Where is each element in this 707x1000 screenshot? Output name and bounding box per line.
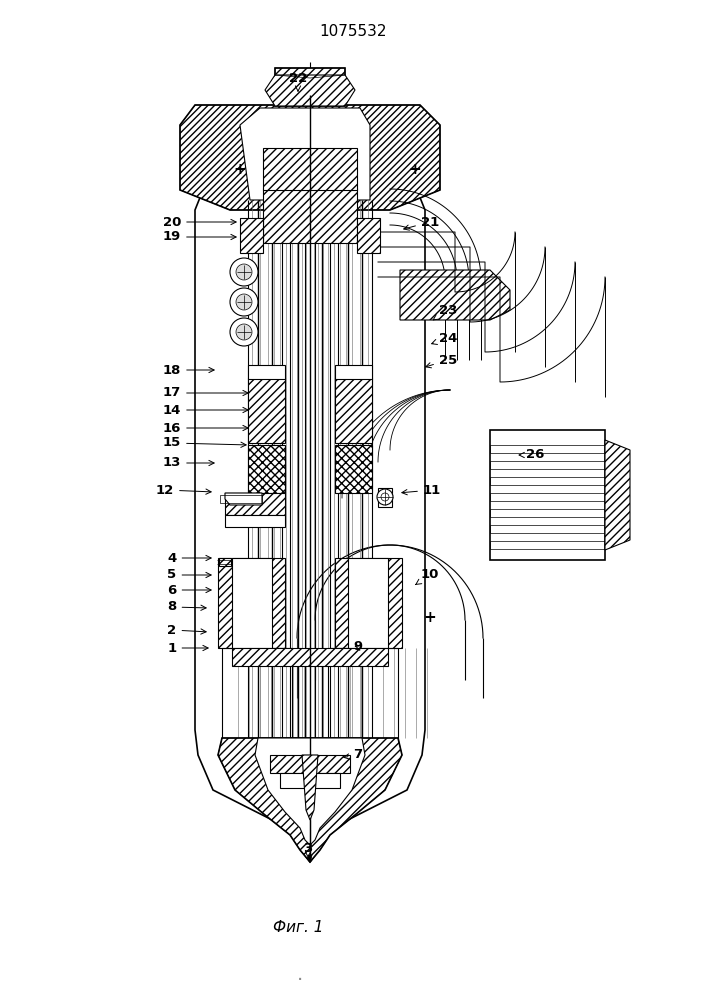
- Circle shape: [236, 294, 252, 310]
- Bar: [378, 488, 392, 507]
- Polygon shape: [240, 108, 370, 200]
- Text: 21: 21: [404, 216, 439, 230]
- Text: 14: 14: [163, 403, 248, 416]
- Bar: [335, 365, 372, 379]
- Circle shape: [381, 493, 389, 501]
- Text: 8: 8: [168, 600, 206, 613]
- Circle shape: [230, 288, 258, 316]
- Polygon shape: [218, 738, 402, 862]
- Bar: [490, 509, 605, 517]
- Text: 10: 10: [416, 568, 439, 585]
- Bar: [263, 188, 357, 243]
- Bar: [218, 558, 285, 648]
- Bar: [232, 648, 388, 666]
- Text: 19: 19: [163, 231, 236, 243]
- Bar: [232, 558, 272, 648]
- Bar: [270, 755, 350, 773]
- Circle shape: [377, 489, 393, 505]
- Text: 13: 13: [163, 456, 214, 470]
- Bar: [348, 558, 388, 648]
- Text: 15: 15: [163, 436, 246, 450]
- Text: 24: 24: [432, 332, 457, 344]
- Text: 20: 20: [163, 216, 236, 229]
- Bar: [220, 495, 262, 503]
- Bar: [357, 218, 380, 253]
- Text: 23: 23: [433, 304, 457, 320]
- Bar: [248, 378, 285, 443]
- Text: 22: 22: [289, 72, 307, 91]
- Bar: [490, 525, 605, 533]
- Bar: [248, 365, 285, 379]
- Bar: [490, 477, 605, 485]
- Polygon shape: [225, 493, 262, 505]
- Text: 18: 18: [163, 363, 214, 376]
- Bar: [248, 445, 285, 493]
- Bar: [490, 430, 605, 560]
- Text: .: .: [297, 966, 303, 984]
- Bar: [490, 445, 605, 453]
- Text: 1: 1: [168, 642, 208, 654]
- Text: 4: 4: [168, 552, 211, 564]
- Bar: [335, 558, 402, 648]
- Text: 9: 9: [354, 641, 363, 654]
- Bar: [490, 541, 605, 549]
- Polygon shape: [605, 440, 630, 550]
- Polygon shape: [180, 105, 440, 210]
- Text: 2: 2: [168, 624, 206, 637]
- Polygon shape: [400, 270, 510, 320]
- Bar: [222, 648, 292, 743]
- Text: 25: 25: [426, 354, 457, 368]
- Polygon shape: [195, 190, 425, 862]
- Bar: [219, 558, 231, 566]
- Text: 3: 3: [303, 842, 312, 857]
- Text: +: +: [423, 609, 436, 624]
- Polygon shape: [265, 75, 355, 106]
- Text: +: +: [409, 162, 421, 178]
- Bar: [490, 461, 605, 469]
- Bar: [225, 493, 285, 515]
- Bar: [335, 445, 372, 493]
- Text: 11: 11: [402, 484, 441, 496]
- Text: 5: 5: [168, 568, 211, 582]
- Circle shape: [236, 324, 252, 340]
- Text: 7: 7: [344, 748, 363, 762]
- Text: +: +: [233, 162, 246, 178]
- Text: 6: 6: [168, 584, 211, 596]
- Bar: [275, 68, 345, 106]
- Bar: [490, 493, 605, 501]
- Text: 1075532: 1075532: [320, 24, 387, 39]
- Text: Фиг. 1: Фиг. 1: [273, 920, 323, 936]
- Text: 26: 26: [519, 448, 544, 462]
- Polygon shape: [302, 755, 318, 820]
- Polygon shape: [308, 855, 312, 862]
- Circle shape: [230, 318, 258, 346]
- Bar: [280, 773, 340, 788]
- Bar: [240, 218, 263, 253]
- Circle shape: [230, 258, 258, 286]
- Text: 16: 16: [163, 422, 248, 434]
- Bar: [225, 515, 285, 527]
- Bar: [328, 648, 398, 743]
- Circle shape: [236, 264, 252, 280]
- Bar: [263, 148, 357, 190]
- Bar: [335, 378, 372, 443]
- Text: 17: 17: [163, 386, 248, 399]
- Text: 12: 12: [156, 484, 211, 496]
- Polygon shape: [255, 738, 365, 845]
